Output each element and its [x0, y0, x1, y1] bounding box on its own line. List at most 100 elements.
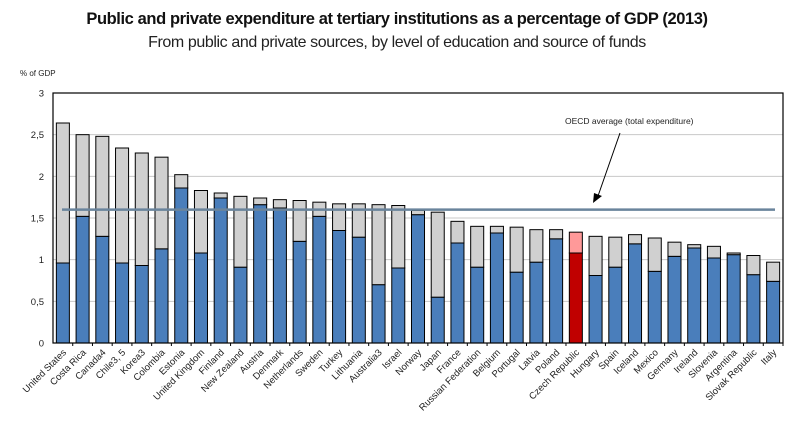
bar-private	[667, 241, 682, 257]
bar-public	[391, 267, 406, 344]
bar-group	[568, 231, 583, 344]
bar-private	[766, 261, 781, 282]
bar-public	[470, 266, 485, 344]
bar-public	[75, 215, 90, 344]
bar-public	[726, 254, 741, 344]
annotation-arrow-head	[593, 193, 602, 203]
bar-group	[193, 190, 208, 344]
bar-public	[332, 230, 347, 344]
bar-public	[430, 296, 445, 344]
bar-group	[292, 200, 307, 344]
bar-private	[509, 226, 524, 273]
bar-group	[509, 226, 524, 344]
bar-private	[489, 225, 504, 234]
bar-private	[371, 204, 386, 286]
bar-private	[746, 255, 761, 276]
bar-private	[332, 203, 347, 231]
bar-public	[410, 214, 426, 344]
bar-public	[115, 262, 130, 344]
bar-public	[450, 242, 465, 344]
bar-group	[134, 152, 149, 344]
bar-public	[746, 274, 761, 344]
bar-private	[55, 122, 70, 264]
annotation-arrow-line	[597, 132, 621, 197]
bar-public	[549, 238, 564, 344]
bar-private	[115, 147, 130, 264]
oecd-average-annotation: OECD average (total expenditure)	[565, 116, 694, 126]
bar-public	[628, 243, 643, 344]
x-tick-label: Italy	[759, 347, 779, 367]
bar-group	[95, 135, 110, 344]
bar-group	[450, 220, 465, 344]
bar-group	[253, 197, 268, 344]
bar-public	[193, 252, 208, 344]
bar-public	[55, 262, 70, 344]
bar-group	[430, 211, 445, 344]
bar-group	[351, 203, 366, 344]
bar-group	[726, 252, 741, 344]
bar-group	[588, 235, 603, 344]
bar-public	[509, 271, 524, 344]
bar-public	[134, 265, 149, 344]
bar-group	[115, 147, 130, 344]
bar-private	[292, 200, 307, 242]
bar-public	[233, 266, 248, 344]
bar-private	[608, 236, 623, 268]
bar-private	[75, 134, 90, 217]
bar-public	[95, 235, 110, 344]
y-tick-label: 0	[39, 339, 44, 350]
bar-group	[489, 225, 504, 344]
bar-private	[154, 156, 169, 250]
bar-public	[312, 215, 327, 344]
y-tick-label: 3	[39, 89, 44, 100]
y-axis-ticks: 0 0,5 1 1,5 2 2,5 3	[31, 89, 44, 350]
bar-private	[726, 252, 741, 256]
bar-public	[608, 266, 623, 344]
bar-public	[351, 236, 366, 344]
bar-private	[233, 195, 248, 268]
bar-public	[529, 261, 544, 344]
bar-private	[193, 190, 208, 254]
bar-public	[568, 252, 583, 344]
bar-group	[174, 174, 189, 344]
bar-group	[371, 204, 386, 344]
bar-group	[233, 195, 248, 344]
bar-public	[588, 275, 603, 344]
bar-group	[766, 261, 781, 344]
y-tick-label: 1,5	[31, 214, 44, 225]
bar-group	[706, 245, 721, 344]
bar-group	[391, 205, 406, 344]
bar-public	[292, 240, 307, 344]
bar-private	[174, 174, 189, 189]
bar-group	[628, 234, 643, 344]
bar-group	[746, 255, 761, 344]
bar-public	[766, 280, 781, 344]
bar-group	[75, 134, 90, 344]
bar-private	[253, 197, 268, 206]
bar-private	[470, 225, 485, 268]
bar-private	[430, 211, 445, 298]
bar-group	[608, 236, 623, 344]
bar-group	[529, 229, 544, 344]
bar-group	[312, 201, 327, 344]
bar-private	[628, 234, 643, 245]
bar-public	[174, 187, 189, 344]
bar-group	[213, 192, 228, 344]
bar-private	[588, 235, 603, 276]
bar-group	[470, 225, 485, 344]
bar-private	[529, 229, 544, 263]
bar-private	[391, 205, 406, 269]
bar-group	[667, 241, 682, 344]
bar-private	[410, 210, 426, 216]
chart-subtitle: From public and private sources, by leve…	[148, 34, 646, 51]
bar-private	[213, 192, 228, 199]
bar-public	[687, 247, 702, 344]
y-tick-label: 2	[39, 172, 44, 183]
bar-private	[706, 245, 721, 259]
bar-public	[706, 257, 721, 344]
bar-group	[410, 210, 426, 344]
bar-group	[647, 237, 662, 344]
bar-private	[95, 135, 110, 237]
bar-group	[154, 156, 169, 344]
